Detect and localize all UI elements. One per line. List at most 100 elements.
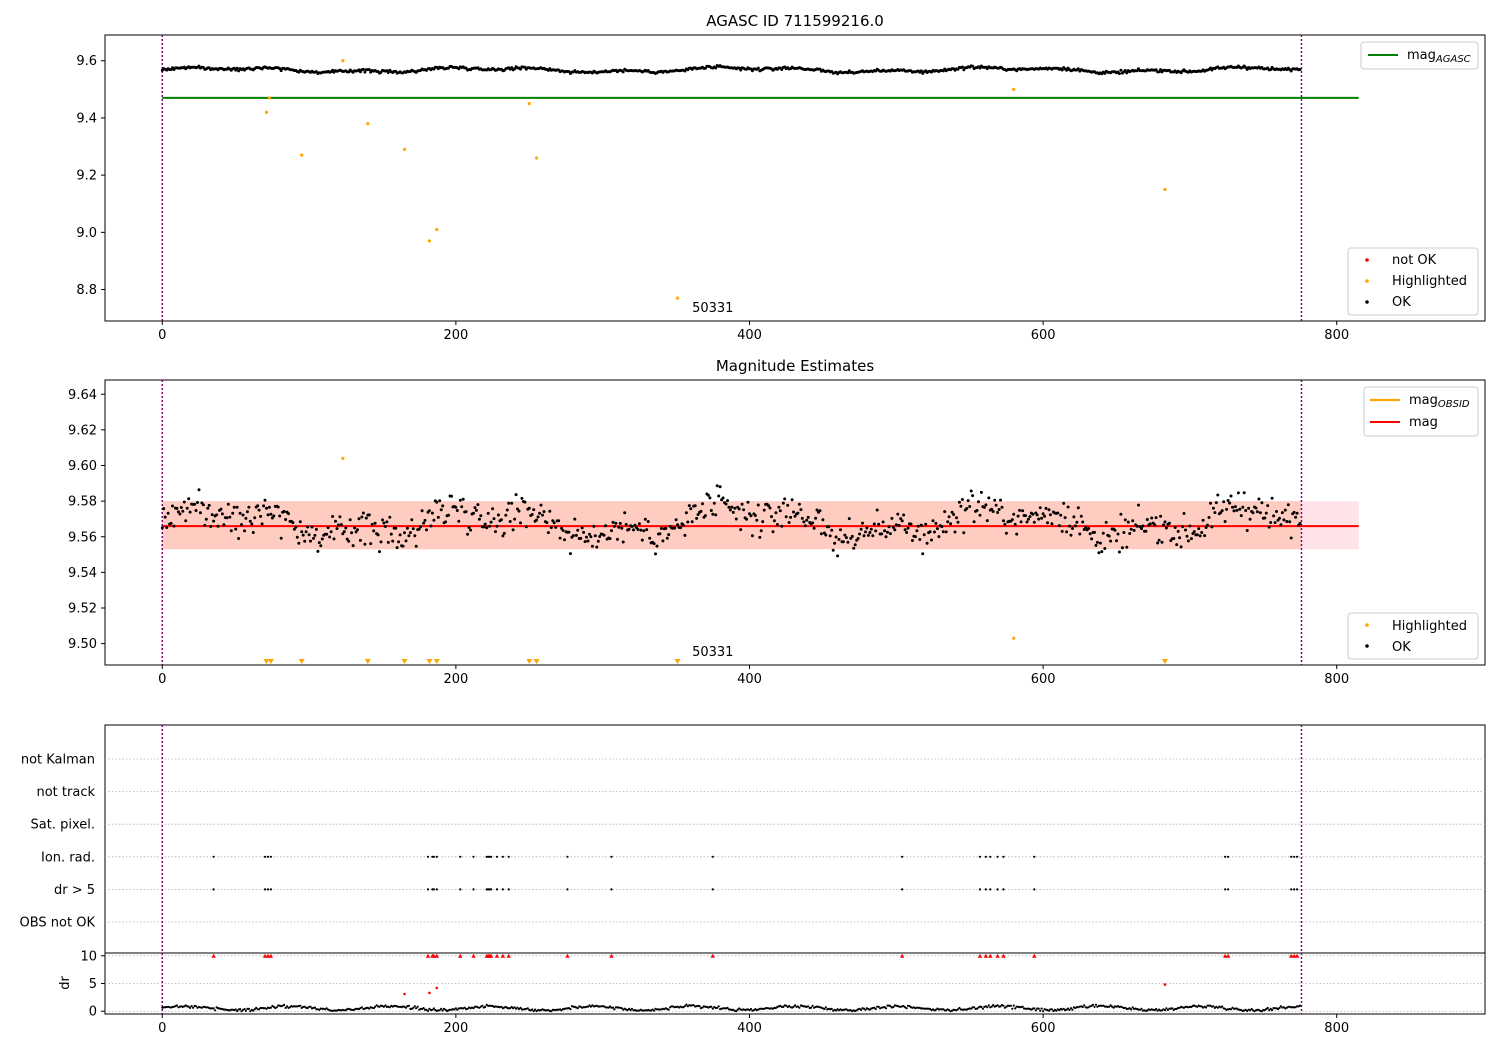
ok-point bbox=[513, 67, 517, 71]
ok-point bbox=[633, 523, 637, 527]
highlighted-point bbox=[366, 122, 370, 126]
ok-point bbox=[761, 520, 765, 524]
ok-point bbox=[1100, 550, 1104, 554]
ok-point bbox=[530, 513, 534, 516]
ok-point bbox=[320, 537, 324, 541]
ok-point bbox=[1019, 520, 1023, 524]
dr-ok-point bbox=[1042, 1010, 1045, 1013]
ok-point bbox=[1002, 519, 1005, 523]
ok-point bbox=[1101, 531, 1105, 535]
ok-point bbox=[918, 538, 922, 541]
ok-point bbox=[438, 499, 442, 503]
ok-point bbox=[405, 526, 409, 530]
dr-ok-point bbox=[973, 1006, 976, 1009]
dr-axes: 0 200 400 600 800 0 5 10 bbox=[80, 949, 1349, 1036]
dr-ok-point bbox=[239, 1008, 242, 1011]
ok-point bbox=[797, 502, 801, 506]
dr-ok-point bbox=[1298, 1004, 1302, 1007]
flag-marker bbox=[1002, 855, 1005, 858]
ok-point bbox=[770, 515, 773, 519]
ok-point bbox=[997, 508, 1001, 511]
ok-point bbox=[689, 507, 693, 511]
flag-marker bbox=[507, 888, 510, 891]
ok-point bbox=[1117, 72, 1121, 76]
ok-point bbox=[571, 534, 575, 538]
ok-point bbox=[538, 511, 542, 515]
ok-point bbox=[372, 529, 376, 533]
ok-point bbox=[259, 514, 263, 518]
ok-point bbox=[548, 509, 552, 513]
ok-point bbox=[1288, 520, 1292, 524]
ok-point bbox=[1233, 505, 1237, 509]
ok-point bbox=[517, 509, 521, 513]
ok-point bbox=[1000, 505, 1004, 509]
dr-ok-point bbox=[1163, 1009, 1167, 1012]
flag-marker bbox=[978, 888, 982, 891]
ok-point bbox=[510, 66, 514, 70]
ok-point bbox=[198, 511, 202, 515]
ok-point bbox=[306, 525, 310, 529]
dr-ok-point bbox=[306, 1007, 309, 1010]
ok-point bbox=[461, 497, 465, 501]
ok-point bbox=[267, 505, 271, 509]
ok-point bbox=[1173, 526, 1177, 529]
ok-point bbox=[614, 521, 618, 525]
dr-ok-point bbox=[407, 1004, 410, 1007]
ok-point bbox=[856, 537, 860, 540]
ok-point bbox=[695, 516, 699, 520]
flag-marker bbox=[495, 855, 499, 858]
dr-ok-point bbox=[1083, 1004, 1086, 1007]
ok-point bbox=[316, 549, 320, 553]
ok-point bbox=[287, 512, 290, 516]
dr-not-ok-point bbox=[428, 991, 431, 995]
ok-point bbox=[1090, 537, 1094, 541]
ok-point bbox=[196, 501, 199, 504]
ok-point bbox=[1258, 511, 1262, 515]
ok-point bbox=[1182, 512, 1186, 515]
flag-marker bbox=[490, 855, 493, 858]
ok-point bbox=[1175, 543, 1179, 547]
ok-point bbox=[1078, 532, 1082, 536]
ok-point bbox=[193, 502, 197, 506]
ok-point bbox=[253, 516, 257, 520]
dr-ok-point bbox=[360, 1006, 363, 1009]
dr-ok-point bbox=[275, 1006, 278, 1009]
ok-point bbox=[881, 520, 885, 524]
ok-point bbox=[1172, 537, 1176, 540]
flag-marker bbox=[266, 855, 270, 858]
ok-point bbox=[269, 512, 273, 516]
ok-point bbox=[454, 505, 458, 509]
ok-point bbox=[482, 525, 486, 529]
agasc-xtick-label-4: 800 bbox=[1324, 328, 1349, 343]
flag-marker bbox=[501, 888, 504, 891]
ok-point bbox=[828, 534, 832, 538]
dr-ok-point bbox=[1155, 1007, 1158, 1011]
ok-point bbox=[996, 511, 1000, 514]
ok-point bbox=[382, 521, 386, 525]
ok-point bbox=[1282, 518, 1286, 522]
ok-point bbox=[846, 540, 850, 544]
ok-point bbox=[640, 538, 644, 542]
dr-ok-point bbox=[531, 1008, 534, 1011]
ok-point bbox=[244, 516, 248, 520]
ok-point bbox=[332, 537, 336, 541]
ok-point bbox=[444, 520, 448, 524]
ok-point bbox=[733, 506, 737, 510]
ok-point bbox=[339, 523, 343, 527]
ok-point bbox=[226, 502, 230, 506]
flag-marker bbox=[266, 888, 270, 891]
ok-point bbox=[1076, 67, 1080, 71]
ok-point bbox=[354, 530, 358, 534]
ok-point bbox=[1245, 529, 1249, 532]
dr-ok-point bbox=[472, 1007, 475, 1010]
flag-marker bbox=[711, 888, 714, 891]
ok-point bbox=[370, 522, 374, 526]
ok-point bbox=[419, 525, 423, 529]
ok-point bbox=[297, 541, 301, 545]
dr-ok-point bbox=[864, 1008, 867, 1011]
ok-point bbox=[941, 530, 945, 534]
ok-point bbox=[1241, 505, 1245, 509]
ok-point bbox=[450, 494, 453, 498]
estimates-xtick-label-3: 600 bbox=[1031, 672, 1056, 687]
flag-marker bbox=[435, 855, 438, 858]
